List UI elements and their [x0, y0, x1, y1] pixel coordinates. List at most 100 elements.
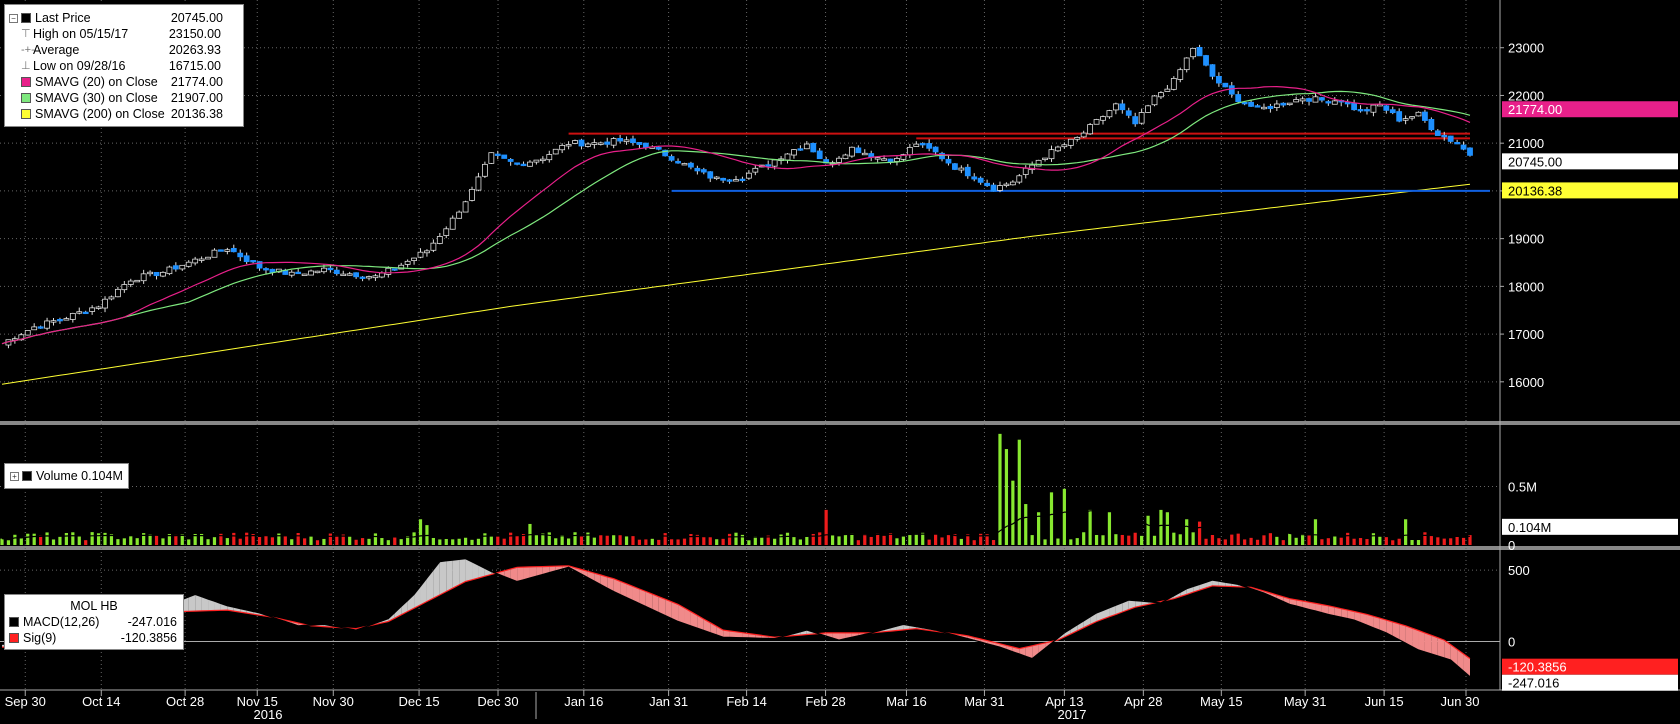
volume-bar — [1082, 532, 1086, 545]
volume-bar — [631, 536, 635, 545]
volume-bar — [1371, 533, 1376, 545]
macd-histogram-fill — [195, 594, 202, 612]
candle-body — [739, 178, 746, 182]
x-tick-label: Mar 16 — [886, 694, 926, 709]
macd-histogram-fill — [188, 594, 196, 612]
macd-histogram-fill — [1270, 592, 1277, 599]
legend-label: SMAVG (30) on Close — [35, 91, 158, 105]
candle-body — [1158, 92, 1164, 98]
legend-row-low[interactable]: ⊥ Low on 09/28/16 16715.00 — [9, 58, 239, 74]
candle-body — [69, 312, 76, 320]
volume-bar — [637, 539, 642, 545]
legend-value: -247.016 — [127, 615, 177, 629]
macd-histogram-fill — [1457, 649, 1464, 672]
candle-body — [224, 249, 231, 252]
candle-body — [1428, 119, 1435, 131]
candle-body — [546, 154, 553, 161]
candle-body — [456, 211, 463, 219]
volume-bar — [322, 538, 326, 545]
macd-line — [1, 558, 1471, 678]
x-tick-label: May 31 — [1284, 694, 1327, 709]
x-tick-label: Mar 31 — [964, 694, 1004, 709]
candle-body — [1048, 149, 1055, 160]
candle-body — [1286, 102, 1293, 106]
macd-histogram-fill — [1444, 640, 1451, 661]
candle-body — [604, 141, 611, 145]
volume-bar — [470, 539, 474, 545]
macd-histogram-fill — [1405, 625, 1413, 647]
legend-row-volume[interactable]: + Volume 0.104M — [10, 468, 123, 484]
volume-bar — [283, 536, 287, 545]
collapse-icon[interactable]: − — [9, 13, 18, 23]
candle-body — [977, 177, 984, 183]
candle-body — [816, 150, 823, 160]
legend-row-high[interactable]: ⊤ High on 05/15/17 23150.00 — [9, 26, 239, 42]
volume-bar — [702, 536, 706, 545]
volume-bar — [985, 534, 989, 545]
volume-bar — [740, 534, 745, 545]
legend-row-last-price[interactable]: − Last Price 20745.00 — [9, 10, 239, 26]
candle-body — [501, 154, 508, 159]
volume-bar — [373, 533, 378, 545]
volume-bar — [496, 536, 500, 545]
collapse-icon[interactable]: + — [10, 471, 19, 481]
volume-bar — [644, 539, 648, 545]
candle-body — [353, 272, 360, 278]
candle-body — [192, 258, 199, 264]
macd-histogram-fill — [542, 566, 550, 575]
candle-body — [1235, 94, 1242, 103]
candle-body — [926, 143, 933, 149]
candle-body — [527, 161, 533, 167]
candle-body — [655, 146, 662, 150]
sma200-badge-bg — [1502, 182, 1678, 199]
volume-bar — [618, 534, 622, 545]
candle-body — [765, 164, 772, 167]
legend-swatch-sma200 — [21, 109, 31, 119]
macd-histogram-fill — [587, 571, 595, 582]
macd-histogram-fill — [1379, 618, 1387, 633]
volume-bar — [1391, 540, 1395, 545]
candle-body — [1016, 175, 1023, 183]
legend-row-signal[interactable]: Sig(9) -120.3856 — [9, 630, 179, 646]
candle-body — [1080, 132, 1087, 138]
volume-bar — [1320, 539, 1324, 545]
volume-bar — [914, 533, 918, 545]
volume-bar — [1004, 449, 1009, 545]
volume-bar — [174, 534, 178, 545]
volume-bar — [58, 536, 62, 545]
macd-histogram-fill — [1315, 603, 1322, 613]
volume-bar — [560, 534, 564, 545]
candle-body — [63, 318, 70, 321]
x-tick-label: Oct 14 — [82, 694, 120, 709]
volume-bar — [888, 533, 893, 545]
x-tick-label: Jan 16 — [564, 694, 603, 709]
legend-value: 20263.93 — [168, 43, 221, 57]
volume-bar — [1191, 532, 1195, 545]
candle-body — [1203, 55, 1209, 66]
volume-bar — [624, 536, 629, 545]
volume-bar — [869, 536, 873, 545]
macd-histogram-fill — [974, 637, 981, 643]
legend-row-sma200[interactable]: SMAVG (200) on Close 20136.38 — [9, 106, 239, 122]
macd-badge-bg — [1502, 674, 1678, 691]
volume-tick-label: 0.5M — [1508, 480, 1537, 495]
candle-body — [1042, 157, 1048, 160]
volume-bar — [1404, 519, 1408, 545]
volume-bar — [1043, 539, 1047, 545]
volume-bar — [1120, 534, 1124, 545]
candle-body — [140, 273, 147, 282]
volume-bar — [1275, 536, 1279, 545]
legend-row-average[interactable]: -+- Average 20263.93 — [9, 42, 239, 58]
legend-row-sma30[interactable]: SMAVG (30) on Close 21907.00 — [9, 90, 239, 106]
volume-bar — [199, 533, 204, 545]
candle-body — [198, 258, 205, 261]
legend-row-macd[interactable]: MACD(12,26) -247.016 — [9, 614, 179, 630]
volume-bar — [444, 539, 448, 545]
legend-row-sma20[interactable]: SMAVG (20) on Close 21774.00 — [9, 74, 239, 90]
candle-body — [623, 139, 630, 143]
volume-bar — [1378, 536, 1382, 545]
candle-body — [1190, 47, 1197, 58]
legend-label: Volume 0.104M — [36, 469, 123, 483]
candle-body — [1396, 111, 1403, 122]
macd-histogram-fill — [452, 559, 460, 589]
